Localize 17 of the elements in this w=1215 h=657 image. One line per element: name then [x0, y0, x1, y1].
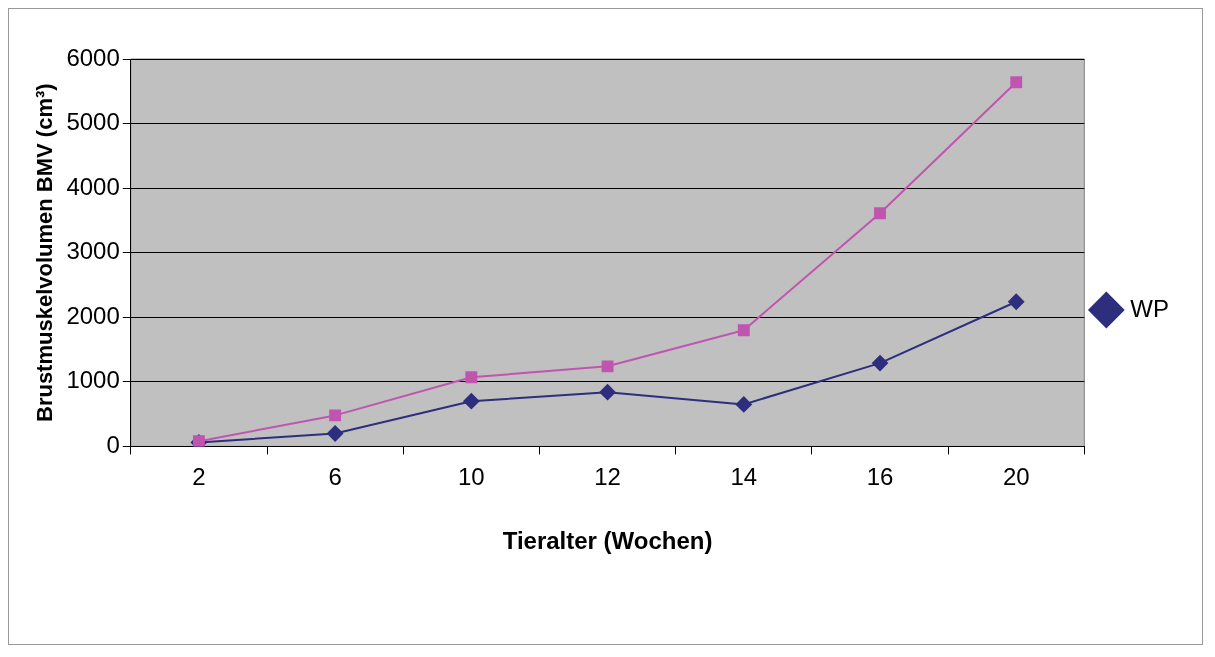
legend-label: WP [1130, 294, 1170, 322]
x-tick-label: 20 [1002, 463, 1030, 491]
x-tick-label: 16 [866, 463, 894, 491]
y-tick-label: 5000 [66, 108, 120, 136]
y-tick-label: 6000 [66, 43, 120, 71]
x-tick-label: 2 [192, 463, 206, 491]
x-tick-label: 6 [328, 463, 342, 491]
y-tick-label: 0 [106, 431, 120, 459]
y-tick-label: 4000 [66, 172, 120, 200]
y-axis-title: Brustmuskelvolumen BMV (cm³) [32, 83, 58, 423]
y-tick-label: 2000 [66, 301, 120, 329]
x-tick-label: 14 [730, 463, 758, 491]
x-axis-title: Tieralter (Wochen) [502, 527, 713, 555]
y-tick-label: 3000 [66, 237, 120, 265]
y-tick-label: 1000 [66, 366, 120, 394]
x-tick-label: 10 [457, 463, 485, 491]
x-tick-label: 12 [594, 463, 621, 491]
